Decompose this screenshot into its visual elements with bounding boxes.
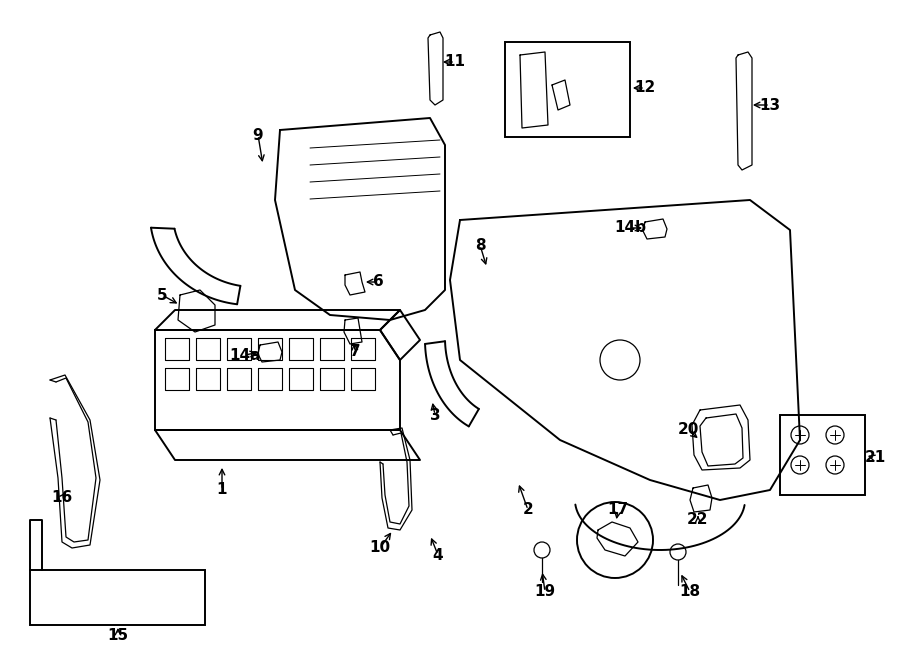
Text: 8: 8 (474, 237, 485, 253)
Bar (30, 570, 205, 625)
Text: 4: 4 (433, 547, 444, 563)
Text: 6: 6 (373, 274, 383, 290)
Text: 7: 7 (350, 344, 360, 360)
Text: 5: 5 (157, 288, 167, 303)
Text: 13: 13 (760, 98, 780, 112)
Text: 16: 16 (51, 490, 73, 506)
Text: 11: 11 (445, 54, 465, 69)
Text: 14a: 14a (230, 348, 261, 362)
Text: 12: 12 (634, 81, 655, 95)
Bar (505, 42, 630, 137)
Text: 14b: 14b (614, 221, 646, 235)
Text: 2: 2 (523, 502, 534, 518)
Text: 17: 17 (608, 502, 628, 518)
Text: 3: 3 (429, 407, 440, 422)
Text: 21: 21 (864, 451, 886, 465)
Text: 20: 20 (678, 422, 698, 438)
Bar (780, 415, 865, 495)
Text: 18: 18 (680, 584, 700, 600)
Text: 15: 15 (107, 627, 129, 642)
Text: 19: 19 (535, 584, 555, 600)
Text: 22: 22 (688, 512, 709, 527)
Text: 1: 1 (217, 483, 227, 498)
Text: 10: 10 (369, 541, 391, 555)
Text: 9: 9 (253, 128, 264, 143)
